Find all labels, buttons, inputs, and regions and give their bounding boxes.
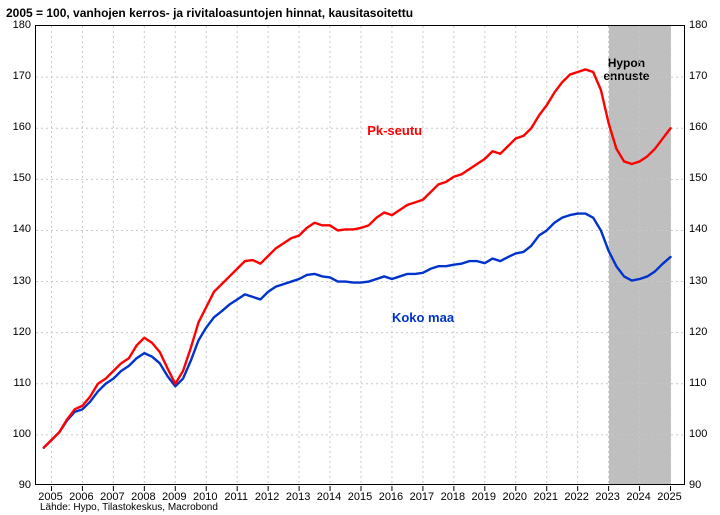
chart-title: 2005 = 100, vanhojen kerros- ja rivitalo…	[6, 6, 413, 20]
x-tick: 2021	[533, 491, 557, 503]
x-tick: 2014	[317, 491, 341, 503]
series-label-koko-maa: Koko maa	[392, 310, 454, 325]
x-tick: 2015	[348, 491, 372, 503]
y-tick-left: 120	[1, 326, 31, 338]
y-tick-right: 170	[689, 70, 719, 82]
chart-svg	[36, 26, 686, 486]
y-tick-left: 170	[1, 70, 31, 82]
x-tick: 2024	[626, 491, 650, 503]
y-tick-left: 100	[1, 428, 31, 440]
y-tick-right: 150	[689, 172, 719, 184]
chart-container: 2005 = 100, vanhojen kerros- ja rivitalo…	[0, 0, 720, 515]
x-tick: 2025	[657, 491, 681, 503]
chart-source: Lähde: Hypo, Tilastokeskus, Macrobond	[40, 502, 218, 513]
y-tick-left: 160	[1, 121, 31, 133]
y-tick-right: 110	[689, 377, 719, 389]
x-tick: 2017	[410, 491, 434, 503]
y-tick-right: 140	[689, 223, 719, 235]
y-tick-left: 150	[1, 172, 31, 184]
x-tick: 2023	[595, 491, 619, 503]
y-tick-left: 90	[1, 479, 31, 491]
x-tick: 2022	[564, 491, 588, 503]
y-tick-left: 140	[1, 223, 31, 235]
y-tick-right: 120	[689, 326, 719, 338]
y-tick-right: 180	[689, 19, 719, 31]
y-tick-left: 110	[1, 377, 31, 389]
series-label-pk-seutu: Pk-seutu	[367, 123, 422, 138]
x-tick: 2011	[224, 491, 248, 503]
y-tick-left: 130	[1, 275, 31, 287]
x-tick: 2019	[472, 491, 496, 503]
plot-area: Hypon ennuste Pk-seutu Koko maa	[35, 25, 685, 485]
y-tick-left: 180	[1, 19, 31, 31]
x-tick: 2018	[441, 491, 465, 503]
y-tick-right: 90	[689, 479, 719, 491]
y-tick-right: 160	[689, 121, 719, 133]
x-tick: 2020	[503, 491, 527, 503]
y-tick-right: 130	[689, 275, 719, 287]
y-tick-right: 100	[689, 428, 719, 440]
x-tick: 2012	[255, 491, 279, 503]
x-tick: 2016	[379, 491, 403, 503]
x-tick: 2013	[286, 491, 310, 503]
